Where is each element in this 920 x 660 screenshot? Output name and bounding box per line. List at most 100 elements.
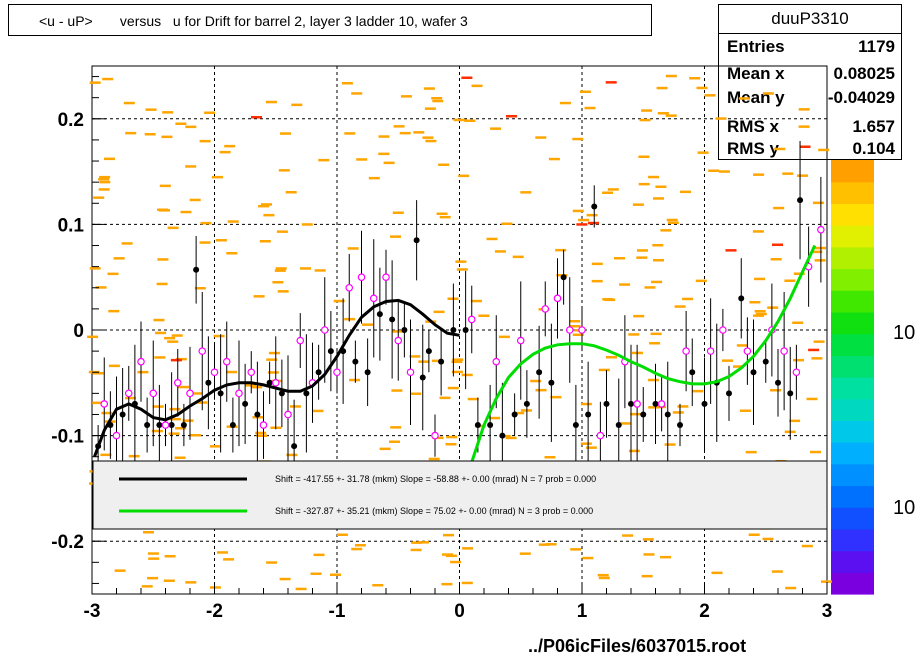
hist-cell <box>513 411 525 415</box>
profile-point-magenta <box>271 378 280 387</box>
hist-cell <box>147 552 159 555</box>
stats-name: duuP3310 <box>771 9 849 28</box>
profile-point-magenta <box>792 368 801 377</box>
hist-cell <box>711 571 723 575</box>
profile-point-magenta <box>333 368 341 377</box>
hist-cell <box>154 356 166 359</box>
hist-cell <box>572 137 584 141</box>
axes: -3 -2 -1 0 1 2 3 -0.2 -0.1 0 0.1 0.2 <box>51 76 832 622</box>
hist-cell <box>619 422 631 425</box>
hist-cell <box>818 148 830 152</box>
hist-cell <box>162 111 174 114</box>
profile-point-magenta <box>296 336 305 345</box>
legend-text-green: Shift = -327.87 +- 35.21 (mkm) Slope = 7… <box>275 506 593 516</box>
hist-cell <box>98 178 110 181</box>
hist-cell <box>261 203 272 206</box>
hist-cell <box>753 314 764 317</box>
profile-point-black <box>750 369 757 376</box>
hist-cell <box>108 364 120 368</box>
hist-cell <box>738 97 750 100</box>
hist-cell <box>745 450 757 454</box>
hist-cell <box>722 359 733 362</box>
hist-cell <box>182 419 194 422</box>
hist-cell <box>519 552 531 555</box>
hist-cell <box>436 212 448 215</box>
hist-cell <box>145 108 157 111</box>
hist-cell <box>754 310 766 313</box>
profile-point-black <box>419 374 426 381</box>
hist-cell <box>267 371 279 374</box>
hist-cell <box>808 348 820 352</box>
hist-cell <box>614 257 625 260</box>
profile-point-black <box>180 422 187 429</box>
hist-cell <box>642 538 654 541</box>
hist-cell <box>643 553 655 556</box>
stats-value: -0.04029 <box>827 88 895 107</box>
hist-cell <box>175 122 187 125</box>
palette-band <box>831 420 874 443</box>
profile-point-magenta <box>394 336 403 345</box>
hist-cell <box>418 541 429 544</box>
hist-cell <box>379 447 391 451</box>
profile-point-black <box>603 400 610 407</box>
profile-point-magenta <box>633 400 641 408</box>
hist-cell <box>812 201 824 205</box>
hist-cell <box>572 209 584 213</box>
hist-cell <box>390 426 402 429</box>
hist-cell <box>104 157 115 161</box>
profile-point-magenta <box>382 273 390 282</box>
hist-cell <box>159 184 171 188</box>
hist-cell <box>494 250 506 253</box>
hist-cell <box>584 106 596 110</box>
hist-cell <box>772 243 783 246</box>
hist-cell <box>266 358 278 361</box>
hist-cell <box>318 158 330 162</box>
hist-cell <box>227 220 239 223</box>
profile-point-black <box>327 348 334 355</box>
hist-cell <box>347 247 359 250</box>
hist-cell <box>770 258 782 261</box>
hist-cell <box>285 191 297 194</box>
hist-cell <box>478 314 490 317</box>
hist-cell <box>588 221 599 225</box>
hist-cell <box>451 360 463 364</box>
hist-cell <box>636 256 648 259</box>
hist-cell <box>276 230 288 233</box>
hist-cell <box>89 81 101 84</box>
stats-label: RMS y <box>727 139 779 158</box>
hist-cell <box>170 358 182 362</box>
hist-cell <box>278 169 290 172</box>
hist-cell <box>251 116 262 119</box>
hist-cell <box>433 310 445 314</box>
profile-point-magenta <box>320 326 329 334</box>
hist-cell <box>793 272 805 275</box>
hist-cell <box>538 543 550 546</box>
stats-value: 1.657 <box>852 117 895 136</box>
hist-cell <box>576 223 588 226</box>
fit-legend: Shift = -417.55 +- 31.78 (mkm) Slope = -… <box>92 460 828 530</box>
hist-cell <box>749 301 761 304</box>
hist-cell <box>471 84 483 88</box>
hist-cell <box>458 174 470 178</box>
hist-cell <box>199 139 211 143</box>
hist-cell <box>95 286 107 289</box>
hist-cell <box>200 221 212 225</box>
hist-cell <box>161 135 173 139</box>
hist-cell <box>739 409 751 412</box>
hist-cell <box>677 405 689 408</box>
hist-cell <box>695 279 707 283</box>
hist-cell <box>569 325 581 328</box>
profile-point-magenta <box>137 357 145 366</box>
profile-point-magenta <box>100 400 109 408</box>
hist-cell <box>755 312 767 316</box>
hist-cell <box>314 269 326 272</box>
hist-cell <box>544 456 556 459</box>
profile-point-magenta <box>596 431 605 440</box>
profile-point-black <box>615 422 622 429</box>
profile-point-magenta <box>247 368 256 377</box>
hist-cell <box>245 384 257 387</box>
hist-cell <box>425 139 437 143</box>
hist-cell <box>255 431 267 435</box>
hist-cell <box>810 450 821 454</box>
